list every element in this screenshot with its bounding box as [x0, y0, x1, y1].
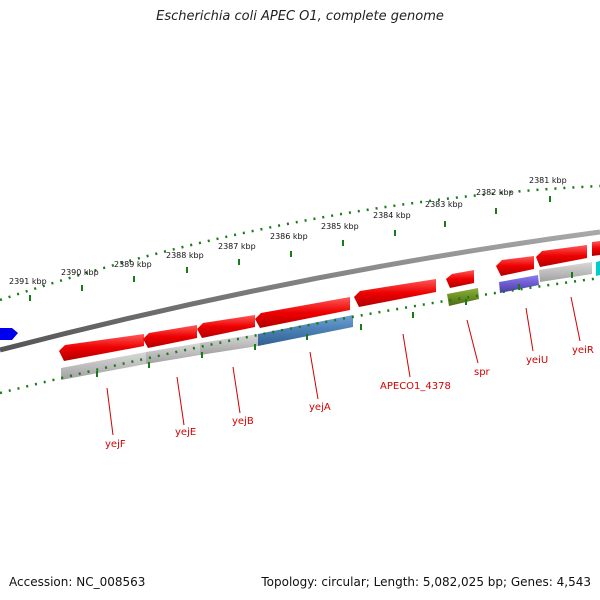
blue-feature[interactable] [0, 328, 18, 340]
genome-backbone [0, 229, 600, 353]
accession-text: Accession: NC_008563 [9, 575, 146, 589]
gene-track-yejE[interactable] [146, 343, 200, 364]
gene-label-yeiU: yeiU [526, 355, 548, 366]
kbp-label: 2383 kbp [425, 200, 463, 209]
cyan-feature[interactable] [596, 261, 600, 276]
outer-major-ticks [29, 196, 551, 301]
cds-yejA[interactable] [255, 297, 350, 328]
gene-track-yejA[interactable] [258, 315, 353, 346]
kbp-label: 2387 kbp [218, 242, 256, 251]
gene-track-spr[interactable] [447, 288, 479, 306]
map-title: Escherichia coli APEC O1, complete genom… [156, 9, 444, 24]
label-leaders [106, 296, 581, 436]
kbp-label: 2381 kbp [529, 176, 567, 185]
cds-APECO1_4378[interactable] [354, 279, 436, 307]
gene-label-yeiR: yeiR [572, 345, 594, 356]
inner-tick-ring [0, 276, 600, 395]
kbp-labels: 2391 kbp 2390 kbp 2389 kbp 2388 kbp 2387… [9, 176, 567, 286]
cds-yeiR[interactable] [536, 245, 587, 267]
gene-track-yeiR[interactable] [539, 262, 592, 282]
gene-track-yejB[interactable] [200, 334, 258, 355]
gene-labels: yejF yejE yejB yejA APECO1_4378 spr yeiU… [105, 345, 594, 450]
kbp-label: 2382 kbp [476, 188, 514, 197]
cds-yejB[interactable] [197, 315, 255, 338]
cds-yejF[interactable] [59, 334, 144, 361]
gene-label-APECO1_4378: APECO1_4378 [380, 381, 451, 392]
kbp-label: 2388 kbp [166, 251, 204, 260]
cds-yejE[interactable] [143, 325, 197, 348]
inner-major-ticks [96, 272, 573, 377]
genome-stats-text: Topology: circular; Length: 5,082,025 bp… [261, 575, 591, 589]
kbp-label: 2385 kbp [321, 222, 359, 231]
gene-label-yejE: yejE [175, 427, 196, 438]
gene-label-spr: spr [474, 367, 491, 378]
kbp-label: 2391 kbp [9, 277, 47, 286]
cds-spr[interactable] [446, 270, 474, 288]
gene-track-yejF[interactable] [61, 352, 146, 380]
gene-label-yejA: yejA [309, 402, 331, 413]
kbp-label: 2384 kbp [373, 211, 411, 220]
gene-label-yejB: yejB [232, 416, 254, 427]
cds-yeiU[interactable] [496, 256, 534, 276]
kbp-label: 2386 kbp [270, 232, 308, 241]
kbp-label: 2389 kbp [114, 260, 152, 269]
red-feature-edge[interactable] [592, 241, 600, 256]
gene-label-yejF: yejF [105, 439, 126, 450]
kbp-label: 2390 kbp [61, 268, 99, 277]
